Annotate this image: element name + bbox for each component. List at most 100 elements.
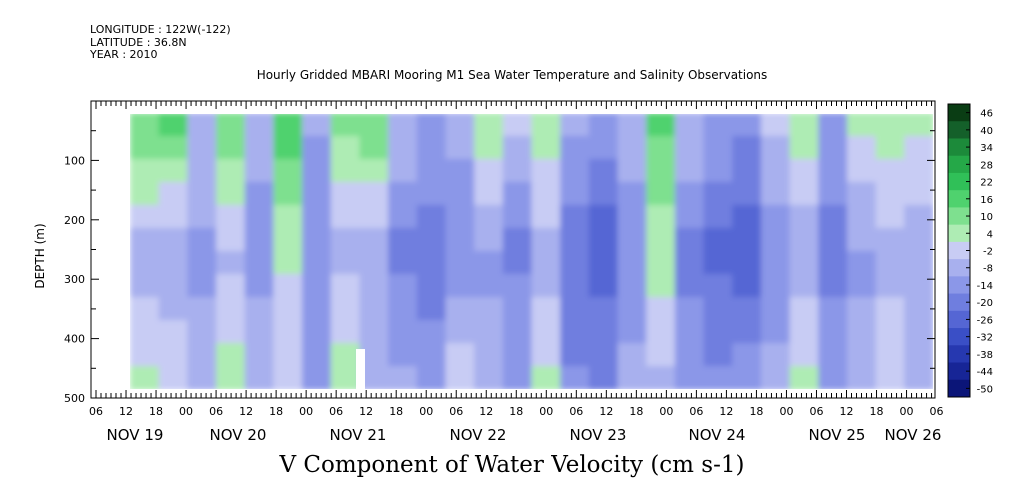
x-tick-label: 00 xyxy=(779,405,793,418)
heatmap-cell xyxy=(388,320,418,345)
heatmap-cell xyxy=(703,343,734,368)
heatmap-cell xyxy=(302,274,332,299)
colorbar-swatch xyxy=(948,362,970,381)
heatmap-cell xyxy=(359,181,390,206)
x-tick-label: 18 xyxy=(629,405,643,418)
heatmap-cell xyxy=(703,320,734,345)
heatmap-cell xyxy=(560,366,590,389)
heatmap-cell xyxy=(273,343,304,368)
x-tick-label: 00 xyxy=(900,405,914,418)
heatmap-cell xyxy=(674,204,705,229)
x-tick-label: 12 xyxy=(359,405,373,418)
colorbar-swatch xyxy=(948,345,970,364)
chart-title: Hourly Gridded MBARI Mooring M1 Sea Wate… xyxy=(256,68,768,82)
heatmap-cell xyxy=(416,135,447,160)
heatmap-cell xyxy=(302,158,332,183)
heatmap-cell xyxy=(818,204,848,229)
heatmap-cell xyxy=(789,343,820,368)
heatmap-cell xyxy=(674,297,705,322)
colorbar-label: 10 xyxy=(980,212,993,223)
heatmap-cell xyxy=(703,227,734,252)
heatmap-cell xyxy=(789,320,820,345)
heatmap-cell xyxy=(388,204,418,229)
heatmap-cell xyxy=(388,114,418,137)
heatmap-cell xyxy=(130,158,160,183)
y-tick-label: 400 xyxy=(64,333,85,346)
heatmap-cell xyxy=(302,227,332,252)
heatmap-cell xyxy=(130,274,160,299)
heatmap-cell xyxy=(130,181,160,206)
heatmap-cell xyxy=(531,320,562,345)
heatmap-cell xyxy=(588,250,619,276)
x-tick-label: 06 xyxy=(449,405,463,418)
heatmap-cell xyxy=(760,114,791,137)
date-label: NOV 24 xyxy=(689,426,746,444)
heatmap-cell xyxy=(875,320,906,345)
heatmap-cell xyxy=(588,158,619,183)
heatmap-cell xyxy=(646,204,676,229)
heatmap-cell xyxy=(560,181,590,206)
heatmap-cell xyxy=(875,297,906,322)
heatmap-cell xyxy=(216,158,246,183)
heatmap-cell xyxy=(732,297,762,322)
heatmap-cell xyxy=(273,227,304,252)
heatmap-cell xyxy=(875,158,906,183)
heatmap-cell xyxy=(760,320,791,345)
heatmap-cell xyxy=(588,343,619,368)
heatmap-cell xyxy=(789,114,820,137)
heatmap-cell xyxy=(302,366,332,389)
heatmap-cell xyxy=(703,366,734,389)
heatmap-cell xyxy=(158,366,189,389)
colorbar-label: 28 xyxy=(980,160,993,171)
heatmap-cell xyxy=(560,227,590,252)
heatmap-cell xyxy=(445,158,476,183)
heatmap-cell xyxy=(760,135,791,160)
heatmap-cell xyxy=(388,250,418,276)
heatmap-cell xyxy=(130,320,160,345)
year-label: YEAR : 2010 xyxy=(90,48,158,61)
heatmap-cell xyxy=(388,366,418,389)
heatmap-cell xyxy=(588,181,619,206)
heatmap-cell xyxy=(560,274,590,299)
heatmap-cell xyxy=(732,274,762,299)
heatmap-cell xyxy=(388,274,418,299)
heatmap-cell xyxy=(130,114,160,137)
heatmap-cell xyxy=(646,366,676,389)
heatmap-cell xyxy=(560,343,590,368)
heatmap-cell xyxy=(474,297,504,322)
heatmap-cell xyxy=(416,297,447,322)
heatmap-cell xyxy=(875,114,906,137)
heatmap-cell xyxy=(216,181,246,206)
heatmap-cell xyxy=(617,135,648,160)
heatmap-cell xyxy=(732,366,762,389)
heatmap-cell xyxy=(416,366,447,389)
heatmap-cell xyxy=(273,250,304,276)
heatmap-cell xyxy=(244,114,275,137)
colorbar-swatch xyxy=(948,259,970,277)
heatmap-cell xyxy=(904,158,933,183)
heatmap-cell xyxy=(674,366,705,389)
heatmap-cell xyxy=(674,274,705,299)
colorbar-swatch xyxy=(948,379,970,398)
heatmap-cell xyxy=(187,135,218,160)
colorbar-swatch xyxy=(948,104,970,122)
x-tick-label: 06 xyxy=(209,405,223,418)
colorbar-label: 4 xyxy=(987,229,993,240)
heatmap-cell xyxy=(330,297,361,322)
heatmap-cell xyxy=(732,343,762,368)
x-tick-label: 00 xyxy=(419,405,433,418)
heatmap-cell xyxy=(875,227,906,252)
heatmap-cell xyxy=(445,135,476,160)
colorbar-label: 40 xyxy=(980,126,993,137)
heatmap-cell xyxy=(445,274,476,299)
heatmap-cell xyxy=(130,297,160,322)
x-tick-label: 06 xyxy=(89,405,103,418)
heatmap-cell xyxy=(789,274,820,299)
y-tick-label: 300 xyxy=(64,273,85,286)
date-label: NOV 20 xyxy=(210,426,267,444)
metadata-block: LONGITUDE : 122W(-122) LATITUDE : 36.8N … xyxy=(90,23,231,62)
heatmap-cell xyxy=(187,250,218,276)
heatmap-cell xyxy=(560,297,590,322)
heatmap-cell xyxy=(302,135,332,160)
colorbar-swatch xyxy=(948,121,970,139)
